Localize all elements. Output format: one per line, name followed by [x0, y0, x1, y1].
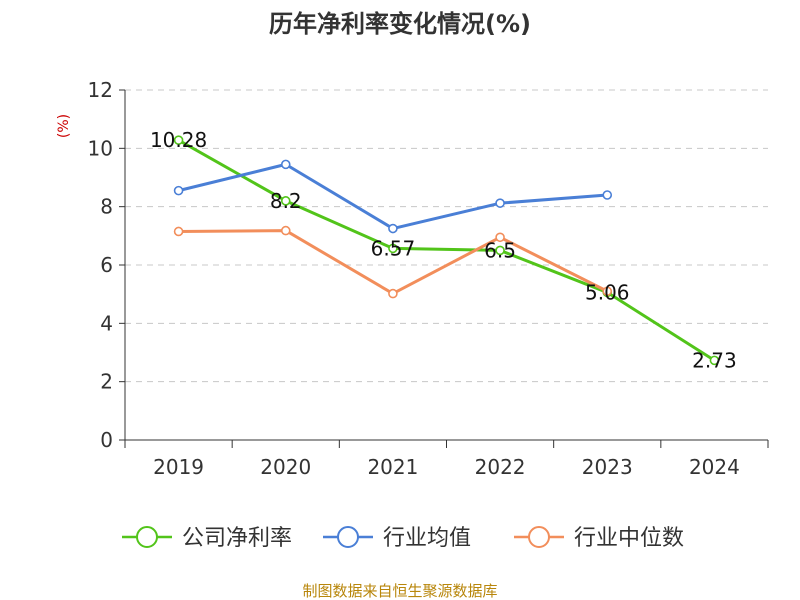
series-point — [280, 159, 291, 170]
series-point — [388, 223, 398, 234]
series-line — [178, 162, 608, 231]
y-axis-label: (%) — [56, 114, 72, 138]
data-label: 2.73 — [692, 348, 737, 372]
data-label: 6.57 — [371, 236, 416, 260]
source-note: 制图数据来自恒生聚源数据库 — [302, 582, 497, 600]
legend-item: 行业均值 — [323, 526, 471, 551]
x-tick-label: 2022 — [475, 455, 526, 479]
y-tick-label: 2 — [100, 370, 113, 394]
data-label: 10.28 — [150, 128, 207, 152]
data-label: 8.2 — [270, 189, 302, 213]
series-point — [602, 286, 613, 297]
legend: 公司净利率 行业均值 行业中位数 — [122, 526, 684, 551]
legend-marker — [528, 526, 550, 548]
legend-label: 公司净利率 — [182, 526, 292, 551]
legend-marker — [337, 526, 359, 548]
series-point — [280, 196, 291, 206]
x-tick-label: 2020 — [260, 455, 311, 479]
x-tick-label: 2023 — [582, 455, 633, 479]
legend-item: 行业中位数 — [514, 526, 684, 551]
y-tick-label: 6 — [100, 253, 113, 277]
legend-label: 行业中位数 — [574, 526, 684, 551]
chart-title: 历年净利率变化情况(%) — [269, 10, 531, 38]
legend-label: 行业均值 — [383, 526, 471, 551]
y-tick-label: 4 — [100, 311, 113, 335]
data-labels: 10.28 8.2 6.57 6.5 5.06 2.73 — [150, 128, 737, 372]
series-layer — [173, 135, 720, 366]
series-point — [280, 225, 291, 236]
series-point — [388, 243, 398, 254]
series-point — [173, 135, 184, 145]
series-point — [495, 245, 505, 256]
x-tick-label: 2021 — [367, 455, 418, 479]
axes: 0 2 4 6 8 10 12 2019 2020 2021 2022 2023 2024 — [88, 78, 769, 479]
y-tick-label: 12 — [88, 78, 113, 102]
grid-lines — [125, 89, 768, 383]
series-point — [495, 232, 505, 243]
y-tick-label: 8 — [100, 195, 113, 219]
series-point — [709, 355, 720, 366]
x-tick-label: 2024 — [689, 455, 740, 479]
series-line — [177, 138, 716, 362]
data-label: 5.06 — [585, 280, 630, 304]
series-point — [173, 226, 184, 237]
series-point — [173, 185, 184, 196]
legend-item: 公司净利率 — [122, 526, 292, 551]
y-tick-label: 0 — [100, 428, 113, 452]
legend-marker — [136, 526, 158, 548]
series-point — [602, 190, 613, 200]
series-point — [495, 198, 505, 208]
data-label: 6.5 — [484, 238, 516, 262]
y-tick-label: 10 — [88, 136, 113, 160]
x-tick-label: 2019 — [153, 455, 204, 479]
series-point — [388, 288, 398, 299]
